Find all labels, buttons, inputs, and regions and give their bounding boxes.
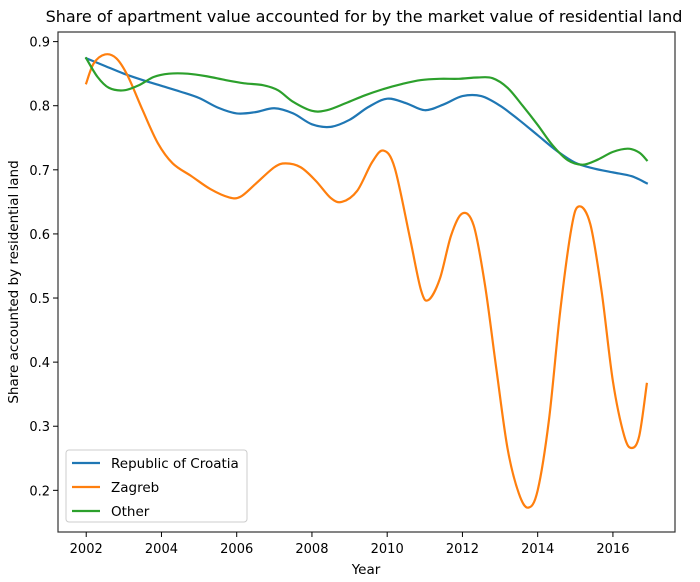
x-axis-label: Year — [351, 562, 381, 578]
y-axis-label: Share accounted by residential land — [6, 160, 22, 403]
y-axis: 0.2 0.3 0.4 0.5 0.6 0.7 0.8 0.9 — [29, 36, 58, 499]
legend-label: Other — [111, 504, 150, 520]
plot-area — [58, 32, 675, 532]
y-tick-label: 0.7 — [29, 164, 50, 179]
y-tick-label: 0.6 — [29, 228, 50, 243]
legend-box — [65, 449, 248, 523]
x-tick-label: 2012 — [446, 542, 479, 557]
y-tick-label: 0.4 — [29, 356, 50, 371]
x-tick-label: 2016 — [596, 542, 629, 557]
y-tick-label: 0.5 — [29, 292, 50, 307]
x-tick-label: 2002 — [70, 542, 103, 557]
chart-title: Share of apartment value accounted for b… — [46, 7, 683, 26]
x-tick-label: 2014 — [521, 542, 554, 557]
y-tick-label: 0.2 — [29, 484, 50, 499]
x-tick-label: 2008 — [295, 542, 328, 557]
y-tick-label: 0.9 — [29, 36, 50, 51]
y-tick-label: 0.3 — [29, 420, 50, 435]
y-tick-label: 0.8 — [29, 100, 50, 115]
legend-label: Zagreb — [111, 480, 159, 496]
x-axis: 2002 2004 2006 2008 2010 2012 2014 2016 — [70, 532, 629, 557]
plot-frame — [57, 31, 676, 533]
x-tick-label: 2006 — [220, 542, 253, 557]
legend-label: Republic of Croatia — [111, 456, 239, 472]
series-layer — [84, 53, 649, 509]
x-tick-label: 2010 — [371, 542, 404, 557]
x-tick-label: 2004 — [145, 542, 178, 557]
legend: Republic of Croatia Zagreb Other — [65, 449, 248, 523]
series-line-zagreb — [84, 53, 649, 509]
series-line-other — [84, 56, 649, 166]
